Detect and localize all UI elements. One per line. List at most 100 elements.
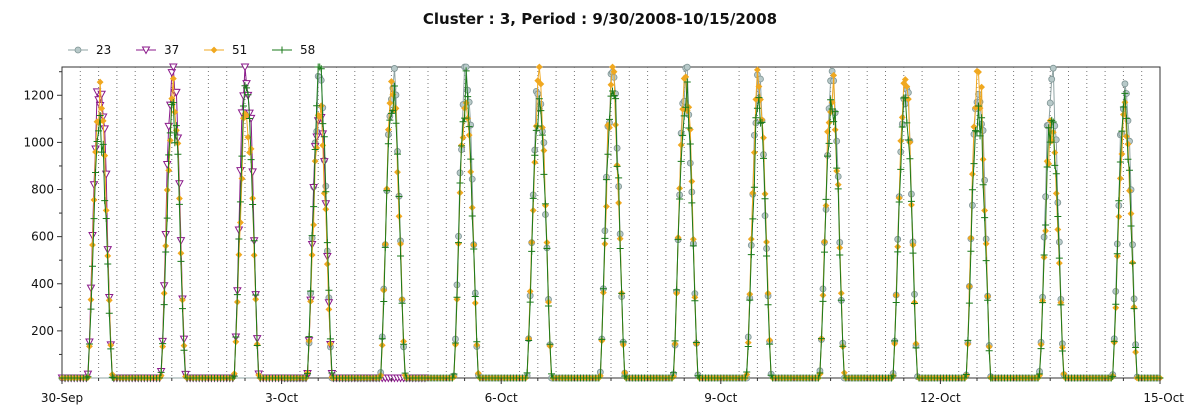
series-point-58 bbox=[839, 342, 847, 350]
series-point-58 bbox=[1110, 337, 1118, 345]
series-point-58 bbox=[1124, 155, 1132, 163]
series-point-58 bbox=[535, 95, 543, 103]
series-point-37 bbox=[173, 134, 183, 143]
series-point-58 bbox=[1112, 300, 1120, 308]
series-point-37 bbox=[240, 63, 250, 72]
series-point-23 bbox=[1042, 193, 1050, 201]
series-point-51 bbox=[534, 77, 542, 85]
series-point-58 bbox=[968, 186, 976, 194]
series-point-58 bbox=[686, 140, 694, 148]
series-point-58 bbox=[612, 95, 620, 103]
legend-item-37: 37 bbox=[136, 43, 179, 57]
series-point-51 bbox=[96, 78, 104, 86]
series-point-58 bbox=[1049, 118, 1057, 126]
legend-label: 58 bbox=[300, 43, 315, 57]
series-point-58 bbox=[761, 195, 769, 203]
series-point-58 bbox=[1037, 345, 1045, 353]
series-point-58 bbox=[532, 126, 540, 134]
series-point-58 bbox=[673, 286, 681, 294]
series-point-58 bbox=[1126, 166, 1133, 174]
series-point-58 bbox=[451, 339, 459, 347]
series-point-58 bbox=[602, 176, 610, 184]
series-point-58 bbox=[546, 340, 554, 348]
series-point-58 bbox=[252, 291, 260, 299]
legend-label: 37 bbox=[164, 43, 179, 57]
series-point-58 bbox=[816, 369, 824, 377]
series-point-58 bbox=[159, 340, 167, 348]
series-point-58 bbox=[747, 251, 755, 259]
series-point-58 bbox=[462, 67, 470, 75]
series-point-58 bbox=[522, 374, 530, 382]
series-point-58 bbox=[671, 337, 679, 345]
series-point-58 bbox=[157, 368, 165, 376]
series-point-37 bbox=[94, 96, 103, 105]
series-point-51 bbox=[238, 175, 246, 182]
series-point-58 bbox=[973, 128, 981, 136]
series-point-58 bbox=[172, 122, 180, 130]
series-58 bbox=[58, 63, 1164, 382]
series-point-58 bbox=[898, 123, 906, 131]
series-point-58 bbox=[821, 248, 828, 256]
series-point-58 bbox=[679, 131, 687, 139]
series-point-58 bbox=[895, 198, 903, 206]
series-point-51 bbox=[535, 63, 543, 71]
series-point-51 bbox=[1052, 190, 1060, 197]
series-point-23 bbox=[833, 137, 841, 145]
series-point-58 bbox=[753, 104, 761, 112]
series-point-58 bbox=[537, 107, 545, 115]
series-point-58 bbox=[84, 373, 92, 381]
series-point-51 bbox=[753, 66, 761, 74]
series-point-58 bbox=[682, 103, 690, 111]
series-point-58 bbox=[1119, 103, 1127, 111]
series-point-58 bbox=[1039, 299, 1047, 307]
series-point-58 bbox=[891, 337, 899, 345]
series-point-58 bbox=[244, 91, 252, 99]
series-point-58 bbox=[903, 119, 911, 127]
series-point-51 bbox=[903, 83, 911, 91]
series-point-58 bbox=[904, 136, 912, 144]
series-point-58 bbox=[450, 370, 458, 378]
series-point-58 bbox=[448, 374, 456, 382]
series-point-58 bbox=[978, 114, 986, 122]
series-point-58 bbox=[328, 369, 336, 377]
series-point-58 bbox=[101, 197, 109, 205]
series-point-58 bbox=[467, 155, 475, 163]
series-point-51 bbox=[395, 212, 403, 220]
series-point-51 bbox=[322, 205, 330, 213]
series-point-51 bbox=[1123, 132, 1130, 140]
series-point-58 bbox=[750, 183, 758, 191]
series-point-58 bbox=[755, 94, 763, 102]
series-point-58 bbox=[305, 333, 313, 341]
series-point-58 bbox=[387, 109, 395, 117]
series-point-58 bbox=[316, 63, 324, 71]
series-point-58 bbox=[824, 152, 832, 160]
series-point-58 bbox=[395, 193, 403, 201]
series-point-58 bbox=[525, 337, 533, 345]
series-point-51 bbox=[99, 117, 107, 125]
series-point-58 bbox=[246, 114, 254, 122]
series-point-58 bbox=[453, 293, 461, 301]
series-point-58 bbox=[1127, 222, 1135, 230]
series-point-58 bbox=[319, 120, 327, 128]
series-point-58 bbox=[378, 335, 386, 343]
series-point-58 bbox=[604, 150, 612, 158]
series-point-58 bbox=[743, 368, 751, 376]
series-point-58 bbox=[814, 374, 822, 382]
series-point-23 bbox=[1121, 80, 1129, 88]
y-tick-label: 400 bbox=[31, 277, 54, 291]
series-point-58 bbox=[912, 344, 920, 352]
axes: 30-Sep 3-Oct 6-Oct 9-Oct 12-Oct 15-Oct 200 400 6… bbox=[23, 71, 1184, 405]
series-point-23 bbox=[1049, 64, 1057, 72]
series-point-51 bbox=[1116, 174, 1124, 182]
series-point-58 bbox=[961, 374, 969, 382]
series-point-58 bbox=[837, 296, 845, 304]
series-point-51 bbox=[394, 168, 401, 176]
series-point-58 bbox=[984, 296, 992, 304]
series-point-58 bbox=[763, 252, 771, 260]
series-point-58 bbox=[105, 309, 113, 317]
series-point-58 bbox=[674, 235, 682, 243]
legend-item-51: 51 bbox=[204, 43, 247, 57]
series-point-58 bbox=[1107, 374, 1115, 382]
series-point-58 bbox=[310, 203, 318, 211]
